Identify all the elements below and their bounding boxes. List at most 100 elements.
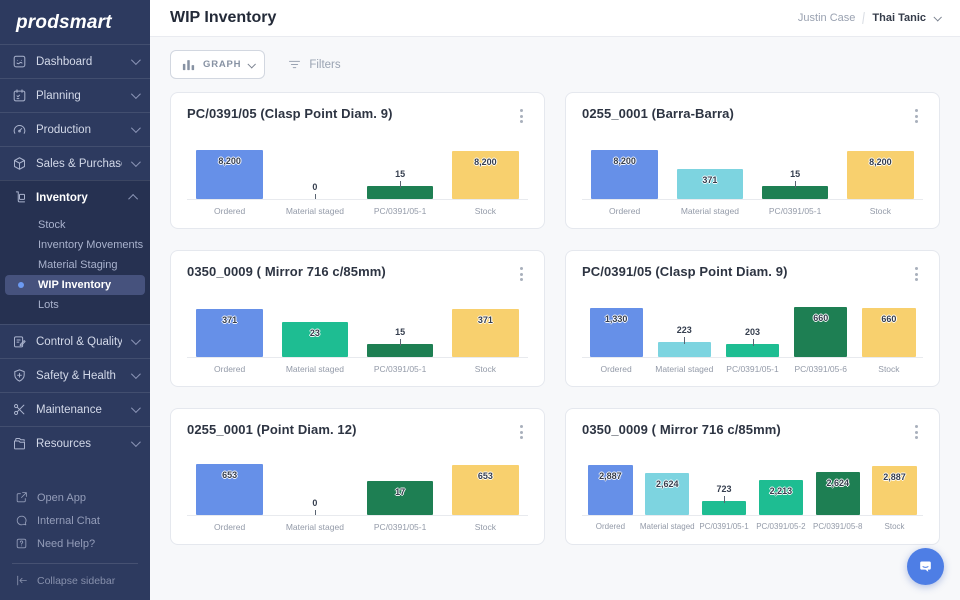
- sidebar-item-resources[interactable]: Resources: [0, 427, 150, 460]
- user-separator: [862, 11, 866, 25]
- sidebar-subitem-material-staging[interactable]: Material Staging: [5, 255, 145, 275]
- sidebar-group-production: Production: [0, 112, 150, 146]
- category-label: PC/0391/05-1: [699, 522, 749, 531]
- chart-plot-area: 1,330 223 203 660 660: [582, 294, 923, 358]
- footer-link-label: Need Help?: [37, 537, 96, 550]
- label-leader-tick: [724, 496, 726, 503]
- sidebar-item-label: Safety & Health: [36, 369, 116, 382]
- bar-ordered: [591, 150, 658, 199]
- bar-stock: [452, 309, 519, 357]
- sidebar-item-maintenance[interactable]: Maintenance: [0, 393, 150, 426]
- category-label: PC/0391/05-6: [794, 364, 847, 374]
- bar-pc-0391-05-1: [366, 344, 434, 357]
- category-label: PC/0391/05-1: [726, 364, 779, 374]
- bar-pc-0391-05-6: [794, 307, 848, 357]
- label-leader-tick: [795, 181, 797, 188]
- footer-link-internal-chat[interactable]: Internal Chat: [12, 509, 138, 532]
- sidebar-item-planning[interactable]: Planning: [0, 79, 150, 112]
- collapse-icon: [14, 573, 29, 588]
- bar-value-label: 2,624: [826, 478, 849, 488]
- bar-material-staged: [645, 473, 690, 515]
- sidebar-item-dashboard[interactable]: Dashboard: [0, 45, 150, 78]
- chart-column: 15: [358, 294, 443, 357]
- sidebar-item-label: Inventory: [36, 191, 88, 204]
- sidebar-subitem-label: Inventory Movements: [38, 239, 144, 251]
- category-label: Ordered: [609, 206, 641, 216]
- sidebar-item-inventory[interactable]: Inventory: [0, 181, 150, 214]
- bar-pc-0391-05-1: [366, 481, 434, 515]
- user-menu[interactable]: Justin Case Thai Tanic: [798, 11, 942, 25]
- kebab-menu-button[interactable]: [910, 264, 923, 284]
- bar-value-label: 15: [790, 169, 801, 179]
- sidebar-subitem-label: WIP Inventory: [38, 279, 112, 291]
- bar-value-label: 660: [813, 313, 829, 323]
- chart-column: 653: [443, 452, 528, 515]
- sidebar-item-label: Control & Quality: [36, 335, 122, 348]
- kebab-menu-button[interactable]: [515, 264, 528, 284]
- internal-chat-icon: [14, 513, 29, 528]
- chart-column: 723: [696, 452, 753, 515]
- sidebar-item-label: Resources: [36, 437, 91, 450]
- sidebar-item-control-quality[interactable]: Control & Quality: [0, 325, 150, 358]
- bar-stock: [847, 151, 914, 199]
- chart-column: 653: [187, 452, 272, 515]
- sidebar-item-sales-purchase[interactable]: Sales & Purchase: [0, 147, 150, 180]
- category-label: Material staged: [680, 206, 739, 216]
- need-help-icon: [14, 536, 29, 551]
- chart-column: 23: [272, 294, 357, 357]
- sidebar-item-safety-health[interactable]: Safety & Health: [0, 359, 150, 392]
- kebab-menu-button[interactable]: [515, 422, 528, 442]
- sidebar-subitem-inventory-movements[interactable]: Inventory Movements: [5, 235, 145, 255]
- category-label: Stock: [878, 364, 900, 374]
- bar-stock: [452, 151, 519, 199]
- page-header: WIP Inventory Justin Case Thai Tanic: [150, 0, 960, 37]
- chevron-down-icon: [130, 89, 141, 100]
- filters-label: Filters: [309, 58, 341, 71]
- chart-column: 8,200: [187, 136, 272, 199]
- open-app-icon: [14, 490, 29, 505]
- bar-stock: [452, 465, 519, 515]
- graph-view-button[interactable]: GRAPH: [170, 50, 266, 79]
- sidebar-subitem-wip-inventory[interactable]: WIP Inventory: [5, 275, 145, 295]
- category-label: Ordered: [214, 364, 246, 374]
- kebab-menu-button[interactable]: [515, 106, 528, 126]
- chart-column: 15: [753, 136, 838, 199]
- category-label: PC/0391/05-8: [813, 522, 863, 531]
- chart-column: 371: [667, 136, 752, 199]
- kebab-menu-button[interactable]: [910, 422, 923, 442]
- chart-column: 2,213: [752, 452, 809, 515]
- bar-value-label: 15: [395, 169, 406, 179]
- chart-category-row: Ordered Material staged PC/0391/05-1 Stock: [187, 364, 528, 374]
- app-logo: prodsmart: [16, 12, 112, 33]
- category-label: Material staged: [285, 522, 344, 532]
- sidebar-subitem-stock[interactable]: Stock: [5, 215, 145, 235]
- footer-link-open-app[interactable]: Open App: [12, 486, 138, 509]
- bar-value-label: 2,213: [769, 486, 793, 496]
- bar-ordered: [588, 465, 633, 515]
- chat-launcher-button[interactable]: [907, 548, 944, 585]
- chevron-down-icon: [130, 437, 141, 448]
- chart-column: 8,200: [838, 136, 923, 199]
- bar-value-label: 660: [881, 314, 897, 324]
- label-leader-tick: [400, 339, 402, 346]
- kebab-menu-button[interactable]: [910, 106, 923, 126]
- chart-column: 660: [787, 294, 855, 357]
- sidebar-subitem-lots[interactable]: Lots: [5, 295, 145, 315]
- sidebar-item-production[interactable]: Production: [0, 113, 150, 146]
- label-leader-tick: [752, 339, 754, 346]
- filters-button[interactable]: Filters: [287, 57, 341, 72]
- sidebar-spacer: [0, 460, 150, 480]
- chart-column: 0: [272, 136, 357, 199]
- bar-value-label: 2,624: [655, 479, 679, 489]
- category-label: Ordered: [595, 522, 626, 531]
- collapse-sidebar-button[interactable]: Collapse sidebar: [12, 563, 138, 600]
- chevron-down-icon: [247, 59, 257, 69]
- chart-card-header: 0255_0001 (Barra-Barra): [582, 106, 923, 126]
- chart-card-header: PC/0391/05 (Clasp Point Diam. 9): [187, 106, 528, 126]
- chart-column: 17: [358, 452, 443, 515]
- footer-link-need-help[interactable]: Need Help?: [12, 532, 138, 555]
- bar-value-label: 0: [312, 498, 318, 508]
- category-label: Ordered: [600, 364, 632, 374]
- bar-pc-0391-05-1: [701, 501, 747, 515]
- chart-card-title: PC/0391/05 (Clasp Point Diam. 9): [582, 264, 788, 279]
